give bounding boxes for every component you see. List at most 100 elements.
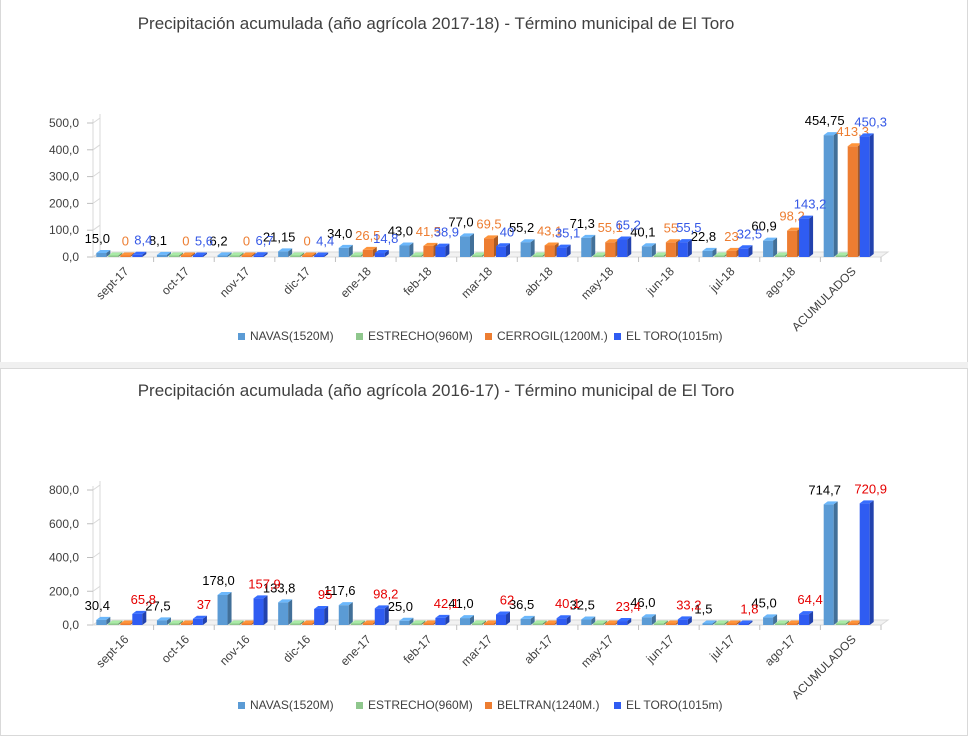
bar-front bbox=[192, 255, 203, 257]
data-label: 27,5 bbox=[145, 598, 170, 613]
bar-front bbox=[229, 623, 240, 625]
bar-top bbox=[544, 242, 559, 246]
bar bbox=[556, 244, 571, 257]
bar-side bbox=[809, 611, 814, 625]
bar-top bbox=[775, 252, 790, 256]
bar-front bbox=[532, 255, 543, 257]
y-gridline bbox=[92, 144, 101, 151]
bar-top bbox=[581, 616, 596, 620]
bar-front bbox=[581, 237, 592, 257]
bar-top bbox=[96, 249, 111, 253]
data-label: 6,2 bbox=[209, 233, 227, 248]
bar bbox=[350, 620, 365, 625]
bar bbox=[229, 620, 244, 625]
bar-front bbox=[605, 242, 616, 257]
bar-side bbox=[288, 599, 293, 625]
bar-top bbox=[847, 143, 862, 147]
bar-top bbox=[460, 615, 474, 619]
bar-front bbox=[132, 254, 143, 257]
bar-front bbox=[641, 246, 652, 257]
data-label: 720,9 bbox=[854, 481, 887, 496]
data-label: 15,0 bbox=[85, 231, 110, 246]
x-tick-label: jul-18 bbox=[706, 264, 738, 296]
bar-front bbox=[714, 255, 725, 257]
bar-side bbox=[409, 617, 414, 625]
bar bbox=[460, 233, 474, 257]
bar-top bbox=[605, 239, 620, 243]
bar-side bbox=[263, 252, 268, 257]
bar-front bbox=[180, 623, 191, 625]
data-label: 35,1 bbox=[555, 226, 580, 241]
data-label: 8,4 bbox=[134, 233, 152, 248]
bar bbox=[484, 235, 498, 257]
bar bbox=[726, 620, 741, 625]
bar-top bbox=[180, 252, 195, 256]
bar-side bbox=[566, 244, 571, 257]
data-label: 5,6 bbox=[195, 233, 213, 248]
bar bbox=[423, 242, 438, 257]
bar bbox=[108, 620, 123, 625]
bar-top bbox=[859, 133, 874, 137]
bar-top bbox=[763, 614, 778, 618]
bar bbox=[314, 252, 329, 257]
bar-side bbox=[542, 620, 547, 625]
bar-top bbox=[120, 252, 135, 256]
y-gridline bbox=[92, 552, 101, 558]
bar bbox=[399, 242, 414, 257]
bar-front bbox=[120, 623, 131, 625]
legend-swatch bbox=[238, 333, 245, 340]
data-label: 117,6 bbox=[324, 583, 356, 598]
bar bbox=[472, 620, 486, 625]
bar-top bbox=[217, 591, 232, 595]
bar-top bbox=[314, 605, 329, 609]
bar-side bbox=[239, 252, 244, 257]
bar-top bbox=[302, 620, 317, 624]
data-label: 33,2 bbox=[676, 597, 701, 612]
bar bbox=[399, 617, 414, 625]
bar-top bbox=[496, 243, 510, 247]
x-tick-label: ACUMULADOS bbox=[789, 264, 859, 334]
data-label: 0 bbox=[304, 234, 311, 249]
bar-top bbox=[799, 611, 814, 615]
y-tick-label: 100,0 bbox=[49, 223, 79, 237]
bar-top bbox=[847, 620, 862, 624]
bar-front bbox=[362, 249, 373, 257]
bar bbox=[677, 616, 692, 625]
bar bbox=[581, 616, 596, 625]
bar bbox=[714, 620, 729, 625]
bar bbox=[763, 237, 778, 257]
bar bbox=[775, 620, 790, 625]
bar-front bbox=[350, 623, 361, 625]
bar-side bbox=[324, 252, 329, 257]
bar-top bbox=[362, 246, 377, 250]
bar-top bbox=[399, 617, 414, 621]
bar-front bbox=[714, 623, 725, 625]
bar-front bbox=[738, 248, 749, 257]
bar bbox=[823, 132, 838, 257]
bar-side bbox=[833, 132, 838, 257]
bar bbox=[859, 133, 874, 257]
bar bbox=[362, 246, 377, 257]
bar-top bbox=[229, 620, 244, 624]
bar-front bbox=[859, 503, 870, 625]
bar-top bbox=[775, 620, 790, 624]
bar-side bbox=[809, 215, 814, 257]
x-tick-label: ene-18 bbox=[338, 264, 375, 301]
bar-front bbox=[859, 136, 870, 257]
data-label: 64,4 bbox=[797, 592, 822, 607]
bar-front bbox=[823, 135, 834, 257]
bar-front bbox=[350, 255, 361, 257]
bar-side bbox=[106, 249, 111, 257]
x-tick-label: ene-17 bbox=[338, 632, 375, 669]
bar-top bbox=[641, 243, 656, 247]
data-label: 55,1 bbox=[598, 220, 623, 235]
bar-side bbox=[566, 615, 571, 625]
bar-top bbox=[581, 234, 596, 238]
bar-top bbox=[835, 252, 850, 256]
bar-top bbox=[799, 215, 814, 219]
bar-top bbox=[617, 236, 632, 240]
bar-side bbox=[506, 611, 510, 625]
bar-front bbox=[556, 247, 567, 257]
data-label: 0 bbox=[243, 234, 250, 249]
bar-top bbox=[472, 620, 486, 624]
